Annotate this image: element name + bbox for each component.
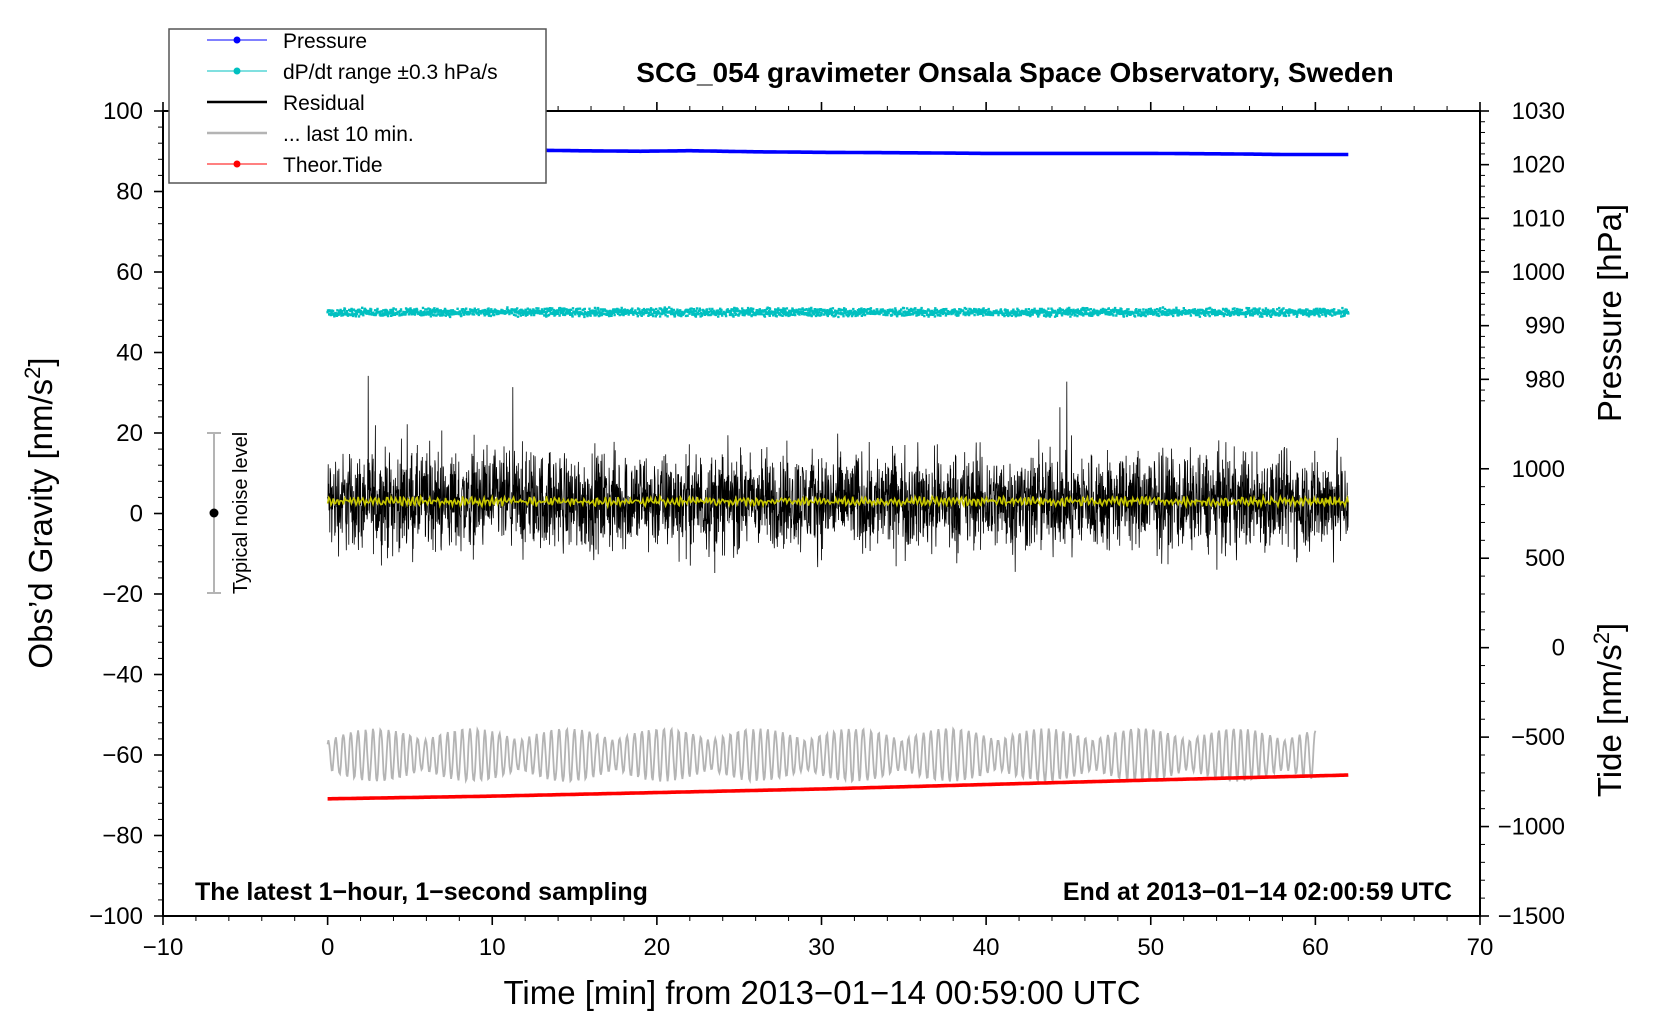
x-tick-label: 70 (1467, 934, 1494, 961)
y-tick-label: −100 (89, 903, 143, 930)
tide-tick-label: −500 (1511, 724, 1565, 751)
x-tick-label: 10 (479, 934, 506, 961)
pressure-tick-label: 980 (1525, 366, 1565, 393)
y-tick-label: 0 (130, 501, 143, 528)
x-tick-label: 30 (808, 934, 835, 961)
legend-label-pressure: Pressure (283, 30, 367, 53)
y-tick-label: 40 (116, 340, 143, 367)
residual-smoothed-line (326, 493, 1350, 510)
chart-title: SCG_054 gravimeter Onsala Space Observat… (636, 57, 1393, 88)
tide-tick-label: 500 (1525, 545, 1565, 572)
y-tick-label: 100 (103, 98, 143, 125)
annotation-end-time: End at 2013−01−14 02:00:59 UTC (1063, 878, 1452, 906)
pressure-tick-label: 1000 (1512, 259, 1565, 286)
legend-item-last-10-min: ... last 10 min. (207, 123, 414, 146)
ticks-layer: −10 0 10 20 30 40 50 60 70−100−80−60−40−20020406… (89, 98, 1565, 961)
legend-item-residual: Residual (207, 92, 365, 115)
legend-item-dpdt: dP/dt range ±0.3 hPa/s (207, 61, 498, 84)
legend-label-last-10-min: ... last 10 min. (283, 123, 414, 146)
y-axis-title-pressure: Pressure [hPa] (1591, 204, 1628, 422)
tide-tick-label: −1500 (1498, 903, 1565, 930)
legend-item-tide: Theor.Tide (207, 154, 383, 177)
noise-level-indicator: Typical noise level (207, 432, 252, 594)
y-tick-label: 60 (116, 259, 143, 286)
noise-level-label: Typical noise level (230, 432, 252, 594)
pressure-tick-label: 1030 (1512, 98, 1565, 125)
y-tick-label: −20 (102, 581, 143, 608)
pressure-tick-label: 990 (1525, 313, 1565, 340)
legend-item-pressure: Pressure (207, 30, 367, 53)
x-axis-title: Time [min] from 2013−01−14 00:59:00 UTC (503, 974, 1140, 1011)
annotation-sampling: The latest 1−hour, 1−second sampling (195, 878, 648, 906)
tide-tick-label: 0 (1552, 635, 1565, 662)
y-tick-label: −80 (102, 823, 143, 850)
y-tick-label: −40 (102, 662, 143, 689)
dpdt-points (326, 306, 1350, 319)
x-tick-label: 50 (1137, 934, 1164, 961)
x-tick-label: 20 (644, 934, 671, 961)
tide-tick-label: 1000 (1512, 456, 1565, 483)
legend-marker-tide (233, 160, 241, 168)
pressure-tick-label: 1010 (1512, 205, 1565, 232)
y-axis-title-left: Obs’d Gravity [nm/s2] (20, 357, 59, 668)
legend-label-tide: Theor.Tide (283, 154, 383, 177)
x-tick-label: 0 (321, 934, 334, 961)
legend: Pressure dP/dt range ±0.3 hPa/s Residual… (168, 28, 547, 184)
legend-marker-dpdt (233, 67, 241, 75)
data-series-layer (326, 147, 1350, 801)
y-tick-label: −60 (102, 742, 143, 769)
noise-center-dot (209, 508, 219, 518)
tide-tick-label: −1000 (1498, 814, 1565, 841)
legend-label-dpdt: dP/dt range ±0.3 hPa/s (283, 61, 498, 84)
x-tick-label: 40 (973, 934, 1000, 961)
y-tick-label: 20 (116, 420, 143, 447)
residual-line (327, 375, 1349, 574)
y-tick-label: 80 (116, 179, 143, 206)
legend-label-residual: Residual (283, 92, 365, 115)
legend-marker-pressure (233, 36, 241, 44)
tide-line (327, 773, 1349, 801)
pressure-tick-label: 1020 (1512, 152, 1565, 179)
x-tick-label: 60 (1302, 934, 1329, 961)
y-axis-title-tide: Tide [nm/s2] (1589, 623, 1628, 797)
last-10-min-line (326, 726, 1317, 784)
legend-box (168, 28, 547, 184)
x-tick-label: −10 (143, 934, 184, 961)
